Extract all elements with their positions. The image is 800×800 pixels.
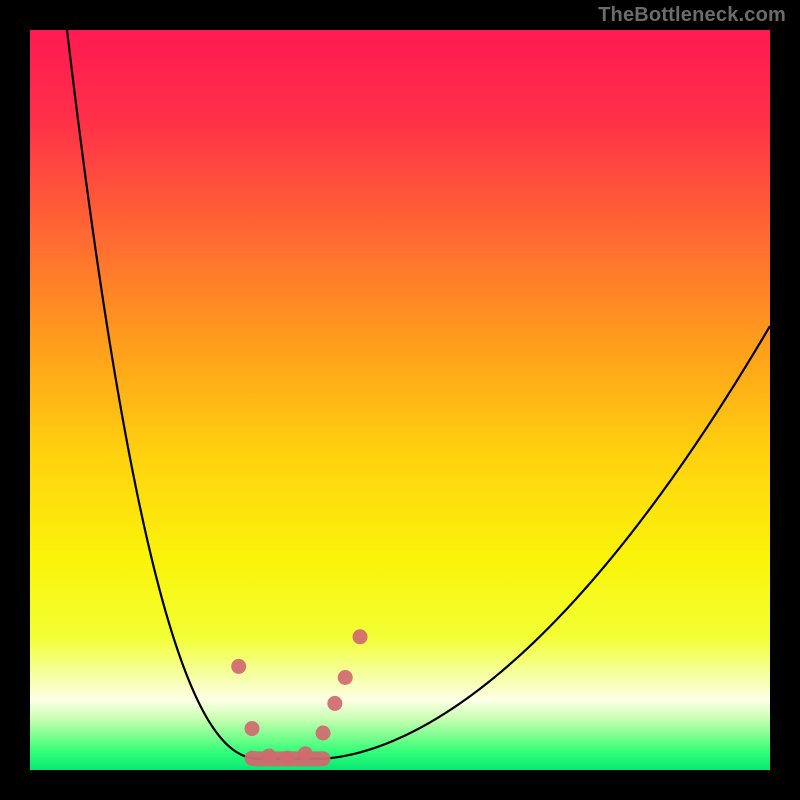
chart-stage: TheBottleneck.com [0,0,800,800]
bottleneck-chart [0,0,800,800]
watermark-text: TheBottleneck.com [598,4,786,27]
